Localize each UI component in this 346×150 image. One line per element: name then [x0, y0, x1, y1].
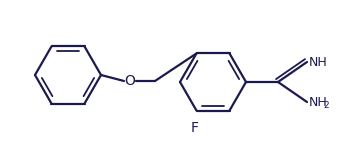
Text: NH: NH — [309, 56, 328, 69]
Text: F: F — [191, 121, 199, 135]
Text: O: O — [125, 74, 135, 88]
Text: NH: NH — [309, 96, 328, 108]
Text: 2: 2 — [323, 100, 329, 109]
